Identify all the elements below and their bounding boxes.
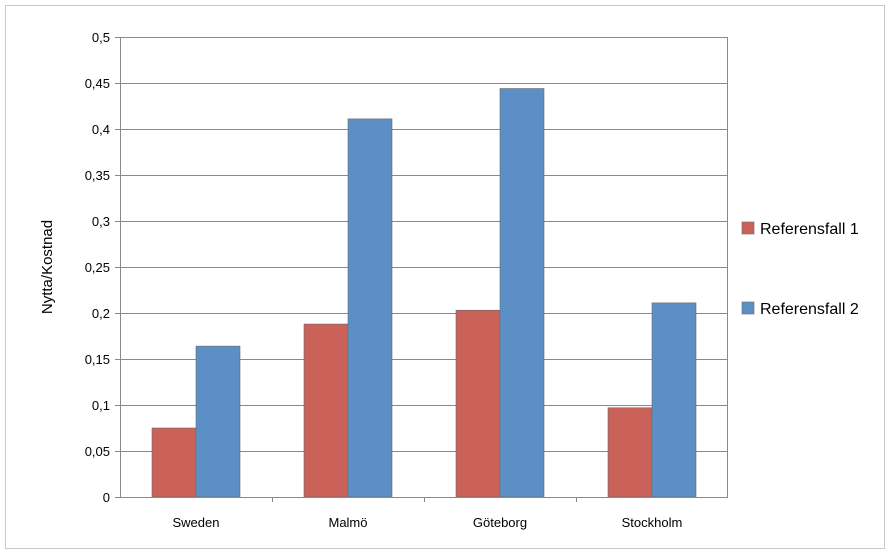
legend-label-series-2: Referensfall 2: [760, 301, 859, 318]
bar-sweden-series-2: [195, 345, 241, 498]
legend: Referensfall 1 Referensfall 2: [741, 221, 859, 318]
bar-stockholm-series-1: [607, 407, 653, 498]
y-tick-label: 0,2: [92, 306, 110, 321]
y-tick-label: 0,35: [85, 168, 110, 183]
y-tick-label: 0,25: [85, 260, 110, 275]
bar-sweden-series-1: [151, 427, 197, 498]
bars: [151, 88, 697, 498]
y-tick-label: 0,45: [85, 76, 110, 91]
legend-swatch-series-2: [741, 301, 755, 315]
axes: 0 0,05 0,1 0,15 0,2 0,25 0,3 0,35 0,4 0,45 0,5 Swed…: [85, 30, 728, 530]
bar-göteborg-series-1: [455, 309, 501, 498]
legend-label-series-1: Referensfall 1: [760, 221, 859, 238]
y-tick-label: 0,4: [92, 122, 110, 137]
y-axis-title: Nytta/Kostnad: [39, 220, 56, 314]
x-tick-label: Göteborg: [473, 515, 527, 530]
y-tick-label: 0: [103, 490, 110, 505]
y-tick-label: 0,5: [92, 30, 110, 45]
x-tick-label: Sweden: [173, 515, 220, 530]
x-tick-label: Stockholm: [622, 515, 683, 530]
y-tick-label: 0,15: [85, 352, 110, 367]
y-tick-label: 0,1: [92, 398, 110, 413]
legend-swatch-series-1: [741, 221, 755, 235]
bar-göteborg-series-2: [499, 88, 545, 498]
chart-frame: [5, 5, 885, 549]
bar-malmö-series-1: [303, 323, 349, 498]
y-tick-label: 0,3: [92, 214, 110, 229]
y-tick-label: 0,05: [85, 444, 110, 459]
x-tick-label: Malmö: [328, 515, 367, 530]
bar-malmö-series-2: [347, 118, 393, 498]
bar-stockholm-series-2: [651, 302, 697, 498]
